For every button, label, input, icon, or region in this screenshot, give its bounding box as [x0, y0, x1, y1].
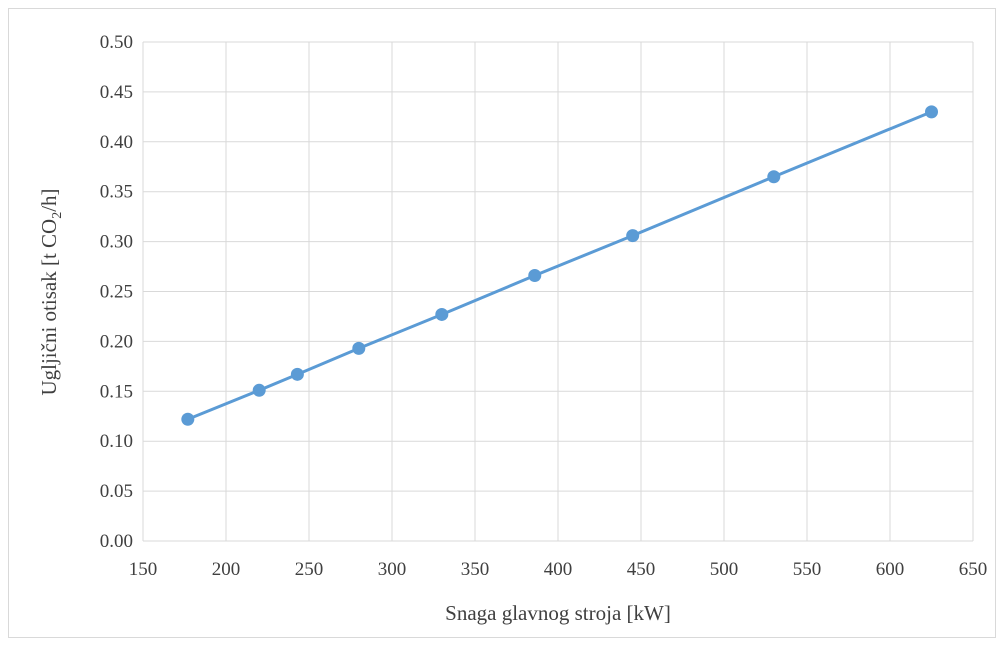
y-axis-title: Ugljični otisak [t CO2/h]	[37, 188, 65, 395]
y-tick-label: 0.20	[100, 331, 133, 352]
x-axis-title: Snaga glavnog stroja [kW]	[445, 601, 671, 625]
data-point	[925, 105, 938, 119]
y-axis-title-subscript: 2	[50, 212, 65, 219]
y-tick-label: 0.00	[100, 531, 133, 552]
x-tick-label: 450	[627, 559, 656, 580]
x-tick-label: 400	[544, 559, 573, 580]
x-tick-label: 150	[129, 559, 158, 580]
y-tick-label: 0.50	[100, 32, 133, 53]
y-axis-title-suffix: /h]	[37, 188, 61, 211]
x-tick-label: 500	[710, 559, 739, 580]
y-tick-label: 0.15	[100, 381, 133, 402]
chart-frame	[8, 8, 996, 638]
data-point	[181, 412, 195, 426]
y-tick-label: 0.40	[100, 132, 133, 153]
x-tick-labels: 150 200 250 300 350 400 450 500 550 600 650	[129, 559, 988, 580]
x-tick-label: 300	[378, 559, 407, 580]
y-tick-label: 0.30	[100, 232, 133, 253]
y-tick-labels: 0.00 0.05 0.10 0.15 0.20 0.25 0.30 0.35 0.40 0.45…	[100, 32, 133, 552]
data-point	[528, 269, 542, 283]
y-tick-label: 0.45	[100, 82, 133, 103]
y-tick-label: 0.05	[100, 481, 133, 502]
x-tick-label: 550	[793, 559, 822, 580]
data-point	[626, 229, 640, 243]
x-tick-label: 600	[876, 559, 905, 580]
data-point	[290, 367, 304, 381]
x-tick-label: 350	[461, 559, 490, 580]
y-tick-label: 0.10	[100, 431, 133, 452]
data-point	[767, 170, 781, 184]
x-tick-label: 650	[959, 559, 988, 580]
x-tick-label: 250	[295, 559, 324, 580]
x-tick-label: 200	[212, 559, 241, 580]
data-point	[435, 307, 449, 321]
data-point	[252, 383, 266, 397]
data-point	[352, 341, 366, 355]
data-series	[181, 105, 938, 426]
y-axis-title-prefix: Ugljični otisak [t CO	[37, 219, 61, 396]
gridlines	[142, 41, 974, 542]
y-tick-label: 0.35	[100, 182, 133, 203]
y-tick-label: 0.25	[100, 282, 133, 303]
